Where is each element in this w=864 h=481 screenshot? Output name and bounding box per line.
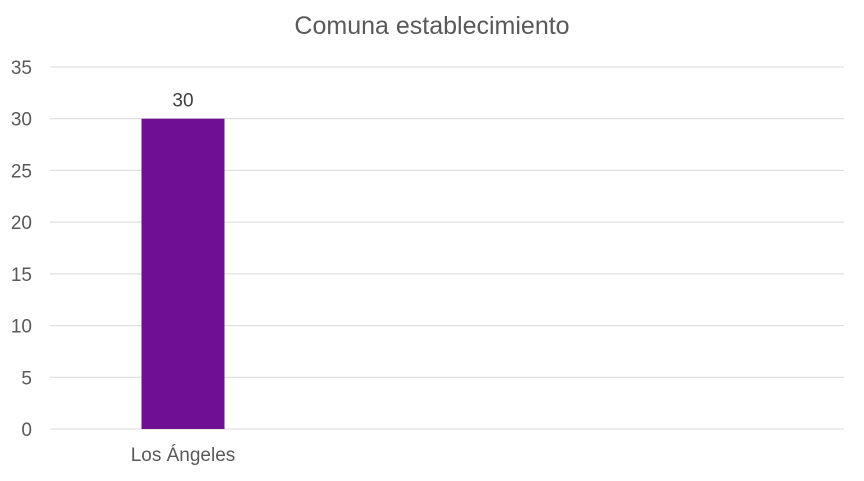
y-tick-label: 20: [11, 213, 32, 234]
bar: [141, 118, 225, 429]
x-tick-label: Los Ángeles: [131, 445, 236, 466]
chart-title: Comuna establecimiento: [294, 12, 570, 40]
y-tick-label: 30: [11, 110, 32, 131]
y-tick-label: 35: [11, 58, 32, 79]
y-tick-label: 10: [11, 317, 32, 338]
data-label: 30: [172, 91, 193, 112]
y-tick-label: 0: [21, 420, 32, 441]
y-tick-label: 15: [11, 265, 32, 286]
y-tick-label: 5: [21, 368, 32, 389]
y-tick-label: 25: [11, 161, 32, 182]
